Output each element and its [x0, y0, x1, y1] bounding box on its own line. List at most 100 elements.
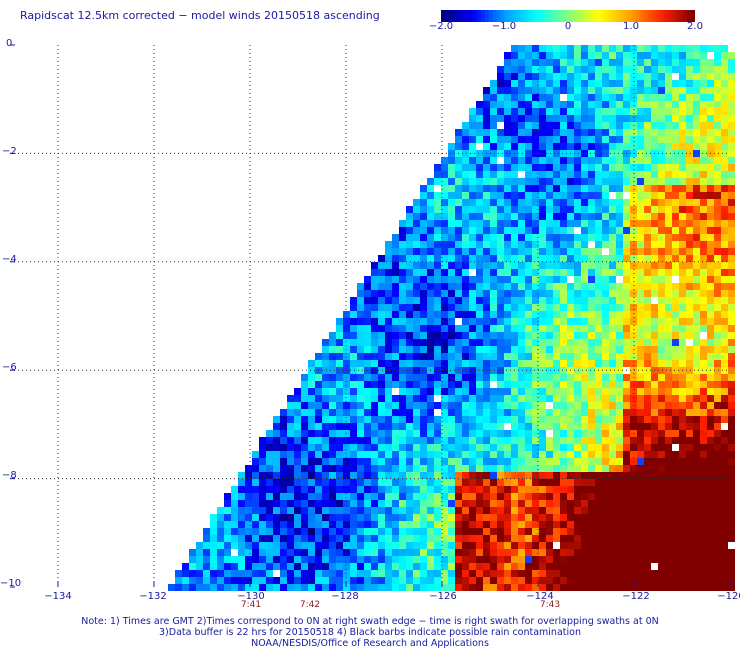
swath-cell — [287, 584, 294, 591]
swath-cell — [574, 269, 581, 276]
swath-cell — [497, 297, 504, 304]
swath-cell — [539, 269, 546, 276]
swath-cell — [462, 514, 469, 521]
swath-cell — [392, 332, 399, 339]
swath-cell — [413, 528, 420, 535]
swath-cell — [707, 577, 714, 584]
swath-cell — [308, 500, 315, 507]
swath-cell — [651, 381, 658, 388]
swath-cell — [525, 409, 532, 416]
swath-cell — [658, 297, 665, 304]
swath-cell — [609, 528, 616, 535]
swath-cell — [490, 556, 497, 563]
swath-cell — [595, 262, 602, 269]
swath-cell — [658, 395, 665, 402]
swath-cell — [364, 276, 371, 283]
swath-cell — [588, 192, 595, 199]
swath-cell — [644, 178, 651, 185]
swath-cell — [504, 577, 511, 584]
swath-cell — [455, 444, 462, 451]
swath-cell — [483, 164, 490, 171]
swath-cell — [392, 269, 399, 276]
swath-cell — [392, 402, 399, 409]
swath-cell — [616, 444, 623, 451]
swath-cell — [693, 178, 700, 185]
swath-cell — [364, 430, 371, 437]
swath-cell — [630, 395, 637, 402]
swath-cell — [469, 185, 476, 192]
swath-cell — [602, 199, 609, 206]
swath-cell — [714, 136, 721, 143]
swath-cell — [546, 318, 553, 325]
swath-cell — [728, 577, 735, 584]
swath-cell — [658, 486, 665, 493]
swath-cell — [728, 129, 735, 136]
swath-cell — [546, 535, 553, 542]
swath-cell — [413, 213, 420, 220]
swath-cell — [448, 451, 455, 458]
swath-cell — [497, 122, 504, 129]
swath-cell — [455, 206, 462, 213]
swath-cell — [602, 353, 609, 360]
swath-cell — [273, 430, 280, 437]
swath-cell — [539, 213, 546, 220]
swath-cell — [392, 465, 399, 472]
swath-cell — [609, 80, 616, 87]
swath-cell — [434, 192, 441, 199]
swath-cell — [448, 255, 455, 262]
swath-cell — [483, 143, 490, 150]
swath-cell — [385, 304, 392, 311]
swath-cell — [483, 479, 490, 486]
swath-cell — [511, 80, 518, 87]
swath-cell — [588, 451, 595, 458]
swath-cell — [700, 297, 707, 304]
swath-cell — [644, 339, 651, 346]
swath-cell — [357, 507, 364, 514]
swath-cell — [728, 451, 735, 458]
swath-cell — [518, 437, 525, 444]
swath-cell — [574, 409, 581, 416]
swath-cell — [588, 430, 595, 437]
swath-cell — [609, 122, 616, 129]
swath-cell — [644, 584, 651, 591]
swath-cell — [665, 185, 672, 192]
swath-cell — [714, 129, 721, 136]
swath-cell — [539, 493, 546, 500]
swath-cell — [714, 549, 721, 556]
swath-cell — [679, 199, 686, 206]
swath-cell — [490, 402, 497, 409]
swath-cell — [644, 241, 651, 248]
swath-cell — [497, 430, 504, 437]
swath-cell — [455, 164, 462, 171]
swath-cell — [567, 472, 574, 479]
swath-cell — [651, 360, 658, 367]
swath-cell — [329, 507, 336, 514]
swath-cell — [686, 213, 693, 220]
swath-cell — [602, 297, 609, 304]
swath-cell — [672, 52, 679, 59]
swath-cell — [567, 87, 574, 94]
swath-cell — [546, 171, 553, 178]
swath-cell — [574, 283, 581, 290]
swath-cell — [567, 444, 574, 451]
swath-cell — [469, 290, 476, 297]
swath-cell — [714, 423, 721, 430]
swath-cell — [686, 416, 693, 423]
swath-cell — [686, 472, 693, 479]
swath-cell — [399, 318, 406, 325]
swath-cell — [623, 122, 630, 129]
swath-cell — [378, 409, 385, 416]
swath-cell — [546, 136, 553, 143]
swath-cell — [245, 563, 252, 570]
swath-cell — [665, 157, 672, 164]
swath-cell — [700, 360, 707, 367]
swath-cell — [686, 59, 693, 66]
swath-cell — [504, 332, 511, 339]
swath-cell — [602, 283, 609, 290]
colorbar-swatch — [460, 10, 466, 22]
swath-cell — [595, 136, 602, 143]
swath-cell — [392, 339, 399, 346]
swath-cell — [553, 416, 560, 423]
swath-cell — [728, 360, 735, 367]
swath-cell — [315, 486, 322, 493]
